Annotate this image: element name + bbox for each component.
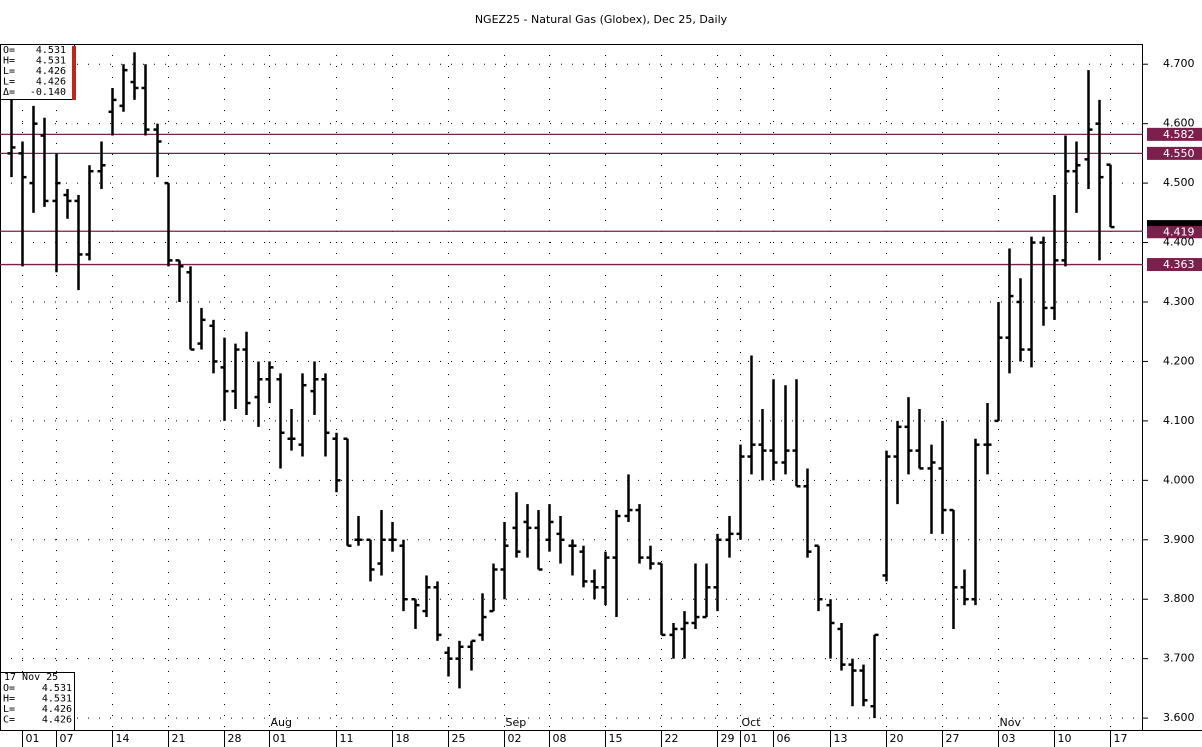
info-value: 4.531 [42,694,72,705]
y-tick-label: 4.700 [1163,57,1195,70]
info-value: 4.426 [42,704,72,715]
y-tick-label: 4.400 [1163,236,1195,249]
x-tick-label: 07 [60,732,74,745]
x-tick-label: 08 [553,732,567,745]
x-tick-label: 15 [609,732,623,745]
last-price-tag [1147,220,1202,227]
x-tick-label: 01 [273,732,287,745]
x-tick-label: 03 [1002,732,1016,745]
level-tag [1147,258,1202,272]
info-value: 4.531 [36,56,66,67]
month-label: Sep [506,716,527,729]
x-tick-label: 22 [665,732,679,745]
y-tick-label: 3.700 [1163,652,1195,665]
y-tick-label: 4.200 [1163,354,1195,367]
info-value: 4.531 [42,683,72,694]
y-tick-label: 4.500 [1163,176,1195,189]
level-tag [1147,127,1202,141]
info-value: 4.426 [36,77,66,88]
level-label: 4.363 [1163,258,1195,271]
month-label: Aug [271,716,292,729]
level-tag [1147,146,1202,160]
info-key: O= [3,683,15,694]
x-tick-label: 25 [452,732,466,745]
y-tick-label: 3.900 [1163,533,1195,546]
info-value: -0.140 [30,87,66,98]
x-tick-label: 27 [946,732,960,745]
info-key: L= [3,77,15,88]
x-tick-label: 01 [744,732,758,745]
info-value: 4.426 [42,715,72,726]
y-tick-label: 3.800 [1163,592,1195,605]
x-tick-label: 01 [26,732,40,745]
y-tick-label: 4.600 [1163,117,1195,130]
axes: 3.600 3.700 3.800 3.900 4.000 4.100 4.200 4.300… [22,57,1195,747]
level-label: 4.550 [1163,147,1195,160]
level-label: 4.419 [1163,225,1195,238]
indicator-bar [72,46,76,100]
x-tick-label: 11 [340,732,354,745]
x-tick-label: 28 [228,732,242,745]
x-tick-label: 10 [1058,732,1072,745]
y-tick-label: 4.100 [1163,414,1195,427]
info-key: L= [3,66,15,77]
x-tick-label: 20 [890,732,904,745]
info-key: H= [3,694,15,705]
x-tick-label: 02 [508,732,522,745]
info-key: Δ= [3,87,15,98]
level-tag [1147,226,1202,239]
info-key: L= [3,704,15,715]
chart-title: NGEZ25 - Natural Gas (Globex), Dec 25, D… [475,13,728,26]
info-value: 4.426 [36,66,66,77]
info-date: 17 Nov 25 [4,672,58,683]
month-label: Oct [742,716,762,729]
x-tick-label: 21 [172,732,186,745]
x-tick-label: 18 [396,732,410,745]
y-tick-label: 4.000 [1163,473,1195,486]
info-value: 4.531 [36,45,66,56]
x-tick-label: 13 [834,732,848,745]
x-tick-label: 29 [721,732,735,745]
level-label: 4.582 [1163,128,1195,141]
bars [7,52,1115,719]
y-tick-label: 3.600 [1163,711,1195,724]
y-tick-label: 4.300 [1163,295,1195,308]
month-label: Nov [1000,716,1022,729]
info-key: C= [3,715,15,726]
info-key: O= [3,45,15,56]
x-tick-label: 17 [1114,732,1128,745]
info-box [0,44,75,100]
info-key: H= [3,56,15,67]
x-tick-label: 06 [777,732,791,745]
info-box [0,672,75,731]
info: O= 4.531 H= 4.531 L= 4.426 L= 4.426 Δ= -0.140 17 N… [0,44,76,731]
x-tick-label: 14 [116,732,130,745]
